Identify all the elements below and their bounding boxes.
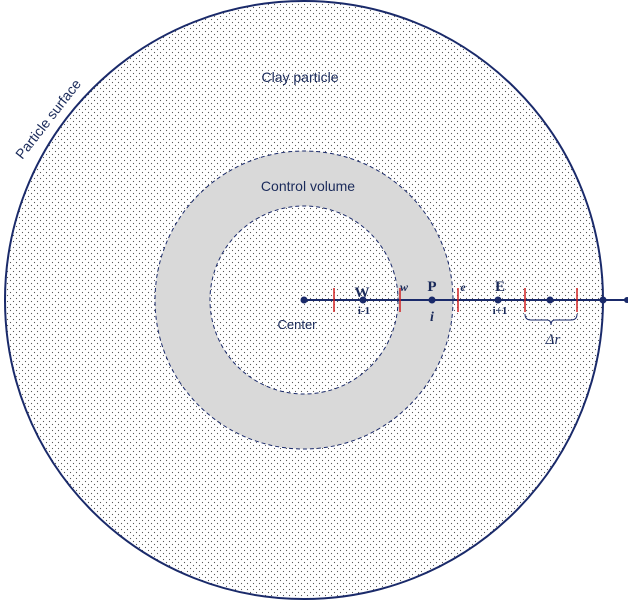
e-face-label: e: [460, 280, 466, 294]
nodes: [300, 296, 628, 304]
particle-label: Clay particle: [261, 69, 338, 85]
center-label: Center: [277, 317, 317, 332]
dr-brace: [524, 313, 578, 326]
w-index: i-1: [358, 305, 370, 317]
face-ticks: [333, 288, 578, 312]
p-node-label: P: [427, 279, 436, 295]
e-node-label: E: [495, 279, 505, 295]
p-index: i: [430, 310, 434, 325]
w-face-label: w: [400, 280, 409, 294]
e-index: i+1: [493, 305, 508, 317]
dr-label: Δr: [545, 332, 561, 348]
w-node-label: W: [355, 285, 370, 301]
control-volume-label: Control volume: [261, 178, 355, 194]
